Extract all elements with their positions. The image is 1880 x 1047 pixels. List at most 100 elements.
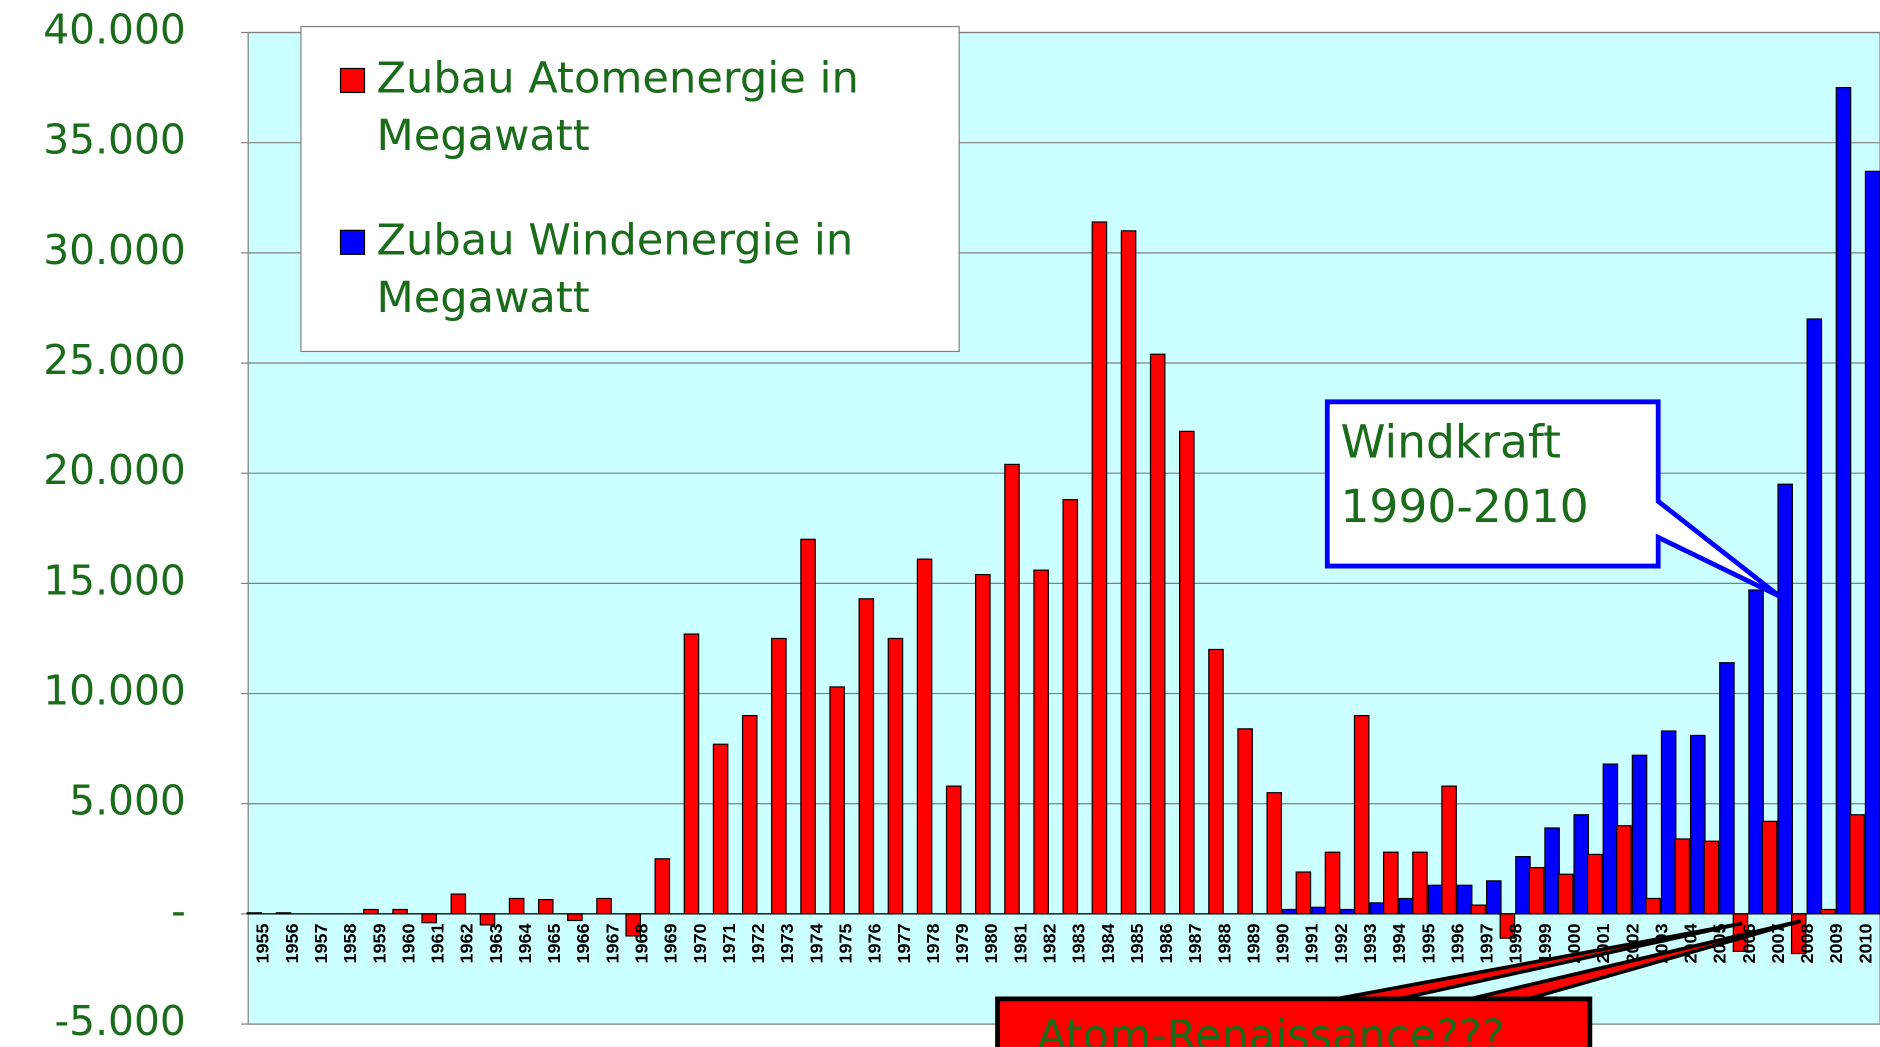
x-tick-label: 1961 bbox=[428, 923, 448, 963]
annotation: Windkraft bbox=[1340, 415, 1561, 468]
atom-callout bbox=[995, 996, 1593, 1047]
x-tick-label: 1997 bbox=[1477, 923, 1497, 963]
x-tick-label: 1986 bbox=[1156, 923, 1176, 963]
legend-label: Zubau Atomenergie in Megawatt bbox=[376, 53, 858, 161]
bar bbox=[596, 897, 612, 915]
bar bbox=[1324, 851, 1341, 915]
x-tick-label: 1957 bbox=[311, 923, 331, 963]
bar bbox=[1282, 908, 1298, 915]
bar bbox=[1470, 904, 1487, 915]
x-tick-label: 1998 bbox=[1506, 923, 1526, 963]
bar bbox=[392, 908, 408, 915]
bar bbox=[1486, 880, 1502, 915]
x-tick-label: 1964 bbox=[515, 923, 535, 963]
y-tick-label: 30.000 bbox=[43, 226, 186, 274]
bar bbox=[975, 573, 991, 915]
bar bbox=[741, 714, 758, 915]
bar bbox=[1660, 730, 1677, 915]
x-tick-label: 1981 bbox=[1010, 923, 1030, 963]
bar bbox=[1806, 318, 1823, 915]
x-tick-label: 2006 bbox=[1739, 923, 1759, 963]
bar bbox=[1602, 763, 1619, 915]
bar bbox=[829, 686, 845, 915]
bar bbox=[1544, 827, 1560, 915]
bar bbox=[1689, 734, 1706, 915]
bar bbox=[858, 598, 875, 915]
x-tick-label: 1993 bbox=[1360, 923, 1380, 963]
legend bbox=[300, 25, 960, 353]
x-tick-label: 1985 bbox=[1127, 923, 1147, 963]
bar bbox=[1091, 221, 1108, 915]
y-tick-label: 15.000 bbox=[43, 556, 186, 604]
bar bbox=[421, 913, 437, 924]
bar bbox=[1179, 430, 1195, 915]
x-tick-label: 1982 bbox=[1039, 923, 1059, 963]
bar bbox=[1237, 728, 1253, 915]
y-tick-label: 20.000 bbox=[43, 446, 186, 494]
bar bbox=[916, 558, 933, 915]
bar bbox=[712, 743, 729, 915]
bar bbox=[1573, 814, 1590, 915]
x-tick-label: 1958 bbox=[340, 923, 360, 963]
x-tick-label: 1994 bbox=[1389, 923, 1409, 963]
x-tick-label: 2008 bbox=[1797, 923, 1817, 963]
legend-label: Zubau Windenergie in Megawatt bbox=[376, 215, 853, 323]
x-tick-label: 1967 bbox=[602, 923, 622, 963]
x-tick-label: 1978 bbox=[923, 923, 943, 963]
bar bbox=[1004, 463, 1020, 915]
annotation: Atom-Renaissance??? bbox=[1037, 1011, 1505, 1047]
x-tick-label: 1966 bbox=[573, 923, 593, 963]
x-tick-label: 1980 bbox=[981, 923, 1001, 963]
bar bbox=[1369, 902, 1386, 915]
x-tick-label: 2010 bbox=[1855, 923, 1875, 963]
y-tick-label: - bbox=[171, 887, 186, 935]
bar bbox=[1674, 838, 1690, 915]
bar bbox=[567, 913, 583, 922]
bar bbox=[1295, 871, 1312, 915]
bar bbox=[771, 637, 787, 915]
x-tick-label: 1990 bbox=[1273, 923, 1293, 963]
bar bbox=[1616, 825, 1632, 915]
bar bbox=[1208, 648, 1224, 915]
x-tick-label: 1995 bbox=[1418, 923, 1438, 963]
x-tick-label: 1969 bbox=[661, 923, 681, 963]
y-tick-label: 35.000 bbox=[43, 116, 186, 164]
bar bbox=[1820, 908, 1836, 915]
annotation: 1990-2010 bbox=[1340, 480, 1588, 533]
x-tick-label: 1989 bbox=[1243, 923, 1263, 963]
bar bbox=[1062, 499, 1079, 915]
x-tick-label: 1975 bbox=[835, 923, 855, 963]
bar bbox=[945, 785, 962, 915]
x-tick-label: 1983 bbox=[1069, 923, 1089, 963]
x-tick-label: 1955 bbox=[253, 923, 273, 963]
legend-swatch bbox=[339, 229, 366, 255]
bar bbox=[800, 538, 816, 915]
bar bbox=[1412, 851, 1428, 915]
x-tick-label: 1996 bbox=[1447, 923, 1467, 963]
x-tick-label: 1974 bbox=[806, 923, 826, 963]
x-tick-label: 1962 bbox=[457, 923, 477, 963]
x-tick-label: 1979 bbox=[952, 923, 972, 963]
bar bbox=[1340, 908, 1356, 915]
bar bbox=[1427, 884, 1444, 915]
x-tick-label: 1987 bbox=[1185, 923, 1205, 963]
bar bbox=[1645, 897, 1661, 915]
x-tick-label: 1965 bbox=[544, 923, 564, 963]
bar bbox=[508, 897, 525, 915]
bar bbox=[1849, 814, 1865, 915]
bar bbox=[1266, 792, 1283, 915]
y-tick-label: 5.000 bbox=[69, 777, 186, 825]
bar bbox=[1748, 589, 1764, 915]
x-tick-label: 1984 bbox=[1098, 923, 1118, 963]
x-tick-label: 1963 bbox=[486, 923, 506, 963]
y-tick-label: 25.000 bbox=[43, 336, 186, 384]
bar bbox=[1835, 87, 1852, 915]
bar bbox=[1528, 867, 1545, 915]
bar bbox=[1515, 856, 1531, 915]
bar bbox=[1777, 483, 1793, 915]
x-tick-label: 1956 bbox=[282, 923, 302, 963]
bar bbox=[450, 893, 467, 915]
bar bbox=[654, 858, 671, 915]
bar bbox=[1864, 170, 1880, 915]
